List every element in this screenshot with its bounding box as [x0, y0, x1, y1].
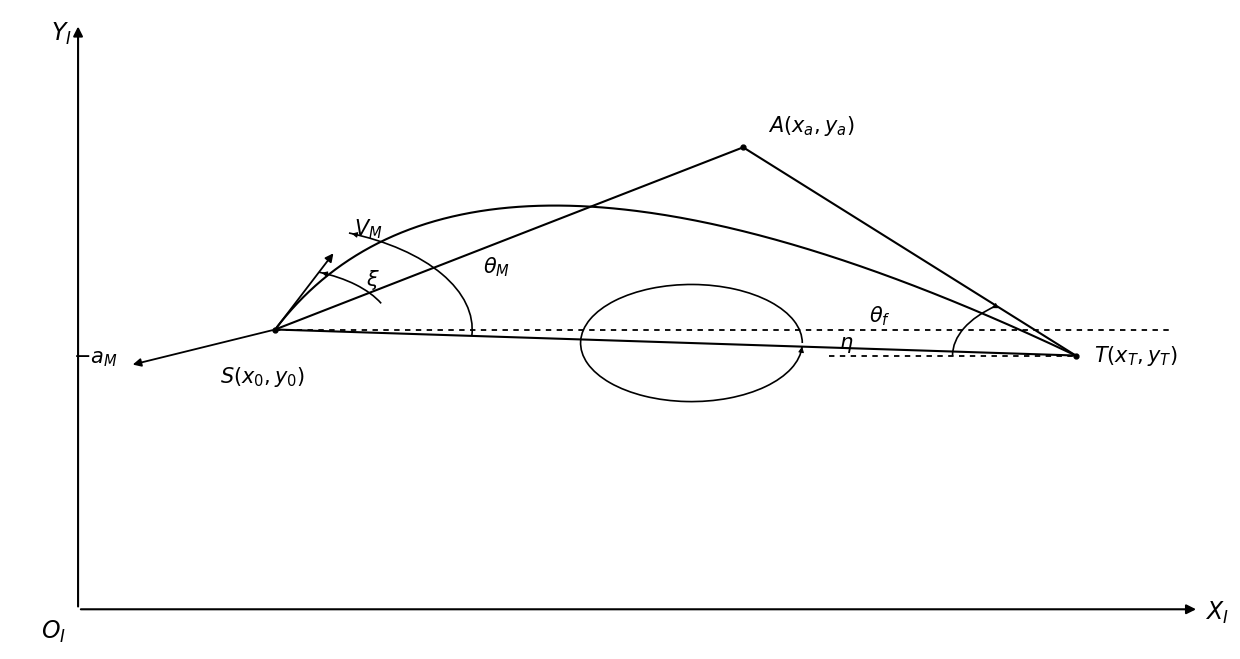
Text: $A(x_a,y_a)$: $A(x_a,y_a)$ — [768, 113, 854, 138]
Text: $X_I$: $X_I$ — [1205, 600, 1229, 625]
Text: $\xi$: $\xi$ — [366, 268, 379, 292]
Text: $\theta_f$: $\theta_f$ — [869, 304, 892, 328]
Text: $Y_I$: $Y_I$ — [51, 20, 72, 47]
Text: $O_I$: $O_I$ — [41, 619, 66, 645]
Text: $V_M$: $V_M$ — [353, 217, 382, 241]
Text: $-a_M$: $-a_M$ — [73, 349, 118, 369]
Text: $\eta$: $\eta$ — [839, 335, 853, 355]
Text: $S(x_0,y_0)$: $S(x_0,y_0)$ — [221, 365, 305, 389]
Text: $T(x_T,y_T)$: $T(x_T,y_T)$ — [1094, 343, 1178, 368]
Text: $\theta_M$: $\theta_M$ — [484, 255, 511, 279]
